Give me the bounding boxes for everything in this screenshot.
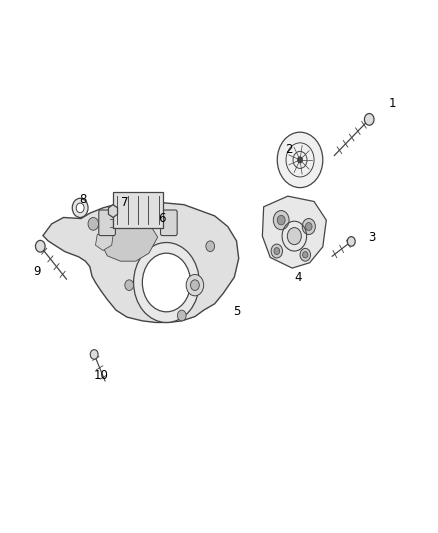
Text: 2: 2 — [285, 143, 293, 156]
Circle shape — [287, 228, 301, 245]
Circle shape — [277, 215, 285, 225]
Circle shape — [271, 244, 283, 258]
Circle shape — [277, 132, 323, 188]
Circle shape — [130, 207, 140, 219]
Circle shape — [274, 247, 279, 255]
Circle shape — [90, 350, 98, 359]
Polygon shape — [43, 201, 239, 322]
Polygon shape — [101, 220, 158, 261]
Circle shape — [364, 114, 374, 125]
Circle shape — [297, 157, 303, 163]
Circle shape — [134, 243, 199, 322]
Text: 7: 7 — [121, 196, 129, 209]
Circle shape — [300, 248, 311, 261]
Circle shape — [72, 198, 88, 217]
Circle shape — [76, 203, 84, 213]
Circle shape — [125, 280, 134, 290]
Circle shape — [206, 241, 215, 252]
Circle shape — [302, 219, 315, 235]
Text: 1: 1 — [388, 98, 396, 110]
Text: 3: 3 — [369, 231, 376, 244]
Circle shape — [305, 223, 312, 231]
Bar — [113, 192, 163, 228]
Circle shape — [347, 237, 355, 246]
FancyBboxPatch shape — [99, 210, 116, 236]
Circle shape — [142, 253, 191, 312]
Circle shape — [273, 211, 289, 230]
Circle shape — [191, 280, 199, 290]
Circle shape — [186, 274, 204, 296]
Text: 8: 8 — [80, 193, 87, 206]
Circle shape — [88, 217, 99, 230]
Text: 10: 10 — [93, 369, 108, 382]
Polygon shape — [262, 196, 326, 268]
Text: 4: 4 — [294, 271, 302, 284]
Circle shape — [177, 310, 186, 321]
FancyBboxPatch shape — [160, 210, 177, 236]
Circle shape — [303, 252, 308, 258]
Text: 6: 6 — [158, 212, 166, 225]
Polygon shape — [95, 229, 114, 251]
Text: 9: 9 — [33, 265, 41, 278]
Circle shape — [35, 240, 45, 252]
Polygon shape — [109, 205, 117, 217]
Text: 5: 5 — [233, 305, 240, 318]
